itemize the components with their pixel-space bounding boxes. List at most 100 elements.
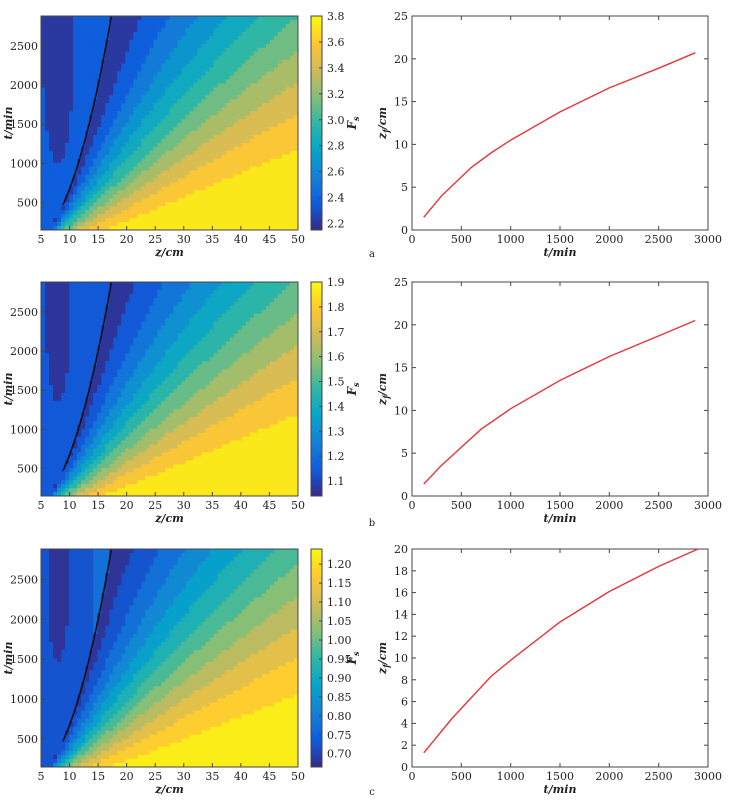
colorbar-label: Fs bbox=[345, 651, 361, 666]
colorbar-segment bbox=[311, 709, 322, 713]
colorbar-segment bbox=[311, 573, 322, 577]
colorbar-segment bbox=[311, 149, 322, 153]
colorbar-segment bbox=[311, 338, 322, 342]
contour-map: 5 10 15 20 25 30 35 40 45 50 500 1000 1500 2000 2500 z/… bbox=[2, 281, 305, 525]
colorbar-segment bbox=[311, 568, 322, 572]
x-tick-label: 5 bbox=[38, 770, 45, 783]
y-tick-label: 18 bbox=[394, 565, 408, 578]
colorbar-segment bbox=[311, 144, 322, 148]
colorbar-segment bbox=[311, 562, 322, 566]
x-tick-label: 20 bbox=[120, 499, 134, 512]
series-line bbox=[423, 548, 699, 754]
colorbar-frame bbox=[310, 548, 323, 768]
colorbar-segment bbox=[311, 549, 322, 553]
x-tick-label: 0 bbox=[409, 770, 416, 783]
line-chart: 0 500 1000 1500 2000 2500 3000 0 2 4 6 8 10 12 14 16 18 2… bbox=[376, 543, 722, 796]
colorbar-segment bbox=[311, 155, 322, 159]
contour-fill bbox=[41, 16, 298, 230]
panel-b: 5 10 15 20 25 30 35 40 45 505001000150020002500z/… bbox=[2, 276, 722, 529]
x-axis-label: z/cm bbox=[154, 512, 184, 525]
colorbar-segment bbox=[311, 284, 322, 288]
series-line bbox=[423, 52, 696, 218]
colorbar: 2.2 2.4 2.6 2.8 3.0 3.2 3.4 3.6 3.8 Fs bbox=[310, 10, 361, 231]
colorbar-segment bbox=[311, 141, 322, 145]
colorbar-segment bbox=[311, 482, 322, 486]
x-tick-label: 30 bbox=[177, 770, 191, 783]
colorbar-segment bbox=[311, 415, 322, 419]
colorbar-segment bbox=[311, 439, 322, 443]
colorbar-segment bbox=[311, 589, 322, 594]
colorbar-segment bbox=[311, 380, 322, 385]
colorbar-segment bbox=[311, 104, 322, 108]
colorbar-segment bbox=[311, 171, 322, 175]
y-tick-label: 8 bbox=[401, 674, 408, 687]
colorbar-segment bbox=[311, 559, 322, 564]
x-tick-label: 3000 bbox=[694, 233, 722, 246]
x-tick-label: 500 bbox=[451, 233, 472, 246]
y-tick-label: 500 bbox=[17, 463, 38, 476]
plot-frame bbox=[411, 281, 709, 497]
colorbar-segment bbox=[311, 106, 322, 111]
x-tick-label: 40 bbox=[234, 499, 248, 512]
colorbar-segment bbox=[311, 362, 322, 366]
x-tick-label: 1000 bbox=[497, 499, 525, 512]
y-tick-label: 2500 bbox=[10, 306, 38, 319]
colorbar-segment bbox=[311, 485, 322, 489]
colorbar-tick-label: 0.85 bbox=[327, 691, 352, 704]
colorbar-segment bbox=[311, 619, 322, 624]
panel-c: 5 10 15 20 25 30 35 40 45 505001000150020002500z/… bbox=[2, 543, 722, 798]
colorbar-segment bbox=[311, 611, 322, 615]
x-tick-label: 2500 bbox=[645, 233, 673, 246]
colorbar-tick-label: 3.8 bbox=[327, 10, 345, 23]
contour-fill bbox=[41, 549, 298, 767]
colorbar-segment bbox=[311, 426, 322, 430]
colorbar-tick-label: 1.9 bbox=[327, 276, 345, 289]
colorbar-segment bbox=[311, 630, 322, 634]
colorbar-segment bbox=[311, 348, 322, 353]
colorbar-segment bbox=[311, 200, 322, 204]
x-tick-label: 25 bbox=[148, 233, 162, 246]
colorbar-segment bbox=[311, 300, 322, 304]
colorbar-segment bbox=[311, 292, 322, 296]
colorbar-segment bbox=[311, 340, 322, 345]
colorbar-segment bbox=[311, 324, 322, 328]
colorbar-segment bbox=[311, 88, 322, 92]
y-tick-label: 2000 bbox=[10, 79, 38, 92]
colorbar-segment bbox=[311, 693, 322, 697]
y-tick-label: 16 bbox=[394, 587, 408, 600]
colorbar-segment bbox=[311, 687, 322, 692]
x-tick-label: 30 bbox=[177, 233, 191, 246]
colorbar-segment bbox=[311, 405, 322, 409]
colorbar-segment bbox=[311, 717, 322, 722]
colorbar-segment bbox=[311, 487, 322, 492]
colorbar-segment bbox=[311, 394, 322, 398]
colorbar-segment bbox=[311, 437, 322, 441]
y-tick-label: 10 bbox=[394, 404, 408, 417]
colorbar-segment bbox=[311, 608, 322, 613]
colorbar-segment bbox=[311, 157, 322, 161]
y-tick-label: 25 bbox=[394, 10, 408, 23]
colorbar-segment bbox=[311, 354, 322, 358]
colorbar-segment bbox=[311, 641, 322, 645]
colorbar-segment bbox=[311, 50, 322, 54]
x-axis-label: t/min bbox=[544, 246, 577, 259]
colorbar-segment bbox=[311, 731, 322, 735]
colorbar-tick-label: 1.00 bbox=[327, 634, 352, 647]
x-tick-label: 45 bbox=[262, 770, 276, 783]
colorbar-segment bbox=[311, 677, 322, 681]
x-tick-label: 50 bbox=[291, 770, 305, 783]
colorbar-segment bbox=[311, 77, 322, 81]
colorbar-segment bbox=[311, 636, 322, 640]
colorbar-segment bbox=[311, 370, 322, 374]
colorbar-segment bbox=[311, 764, 322, 768]
front-line bbox=[62, 282, 113, 472]
colorbar-segment bbox=[311, 753, 322, 757]
panel-label: b bbox=[369, 518, 375, 529]
colorbar-segment bbox=[311, 383, 322, 387]
colorbar-segment bbox=[311, 592, 322, 596]
colorbar-segment bbox=[311, 64, 322, 68]
colorbar-segment bbox=[311, 133, 322, 137]
colorbar-tick-label: 1.05 bbox=[327, 615, 352, 628]
colorbar-segment bbox=[311, 442, 322, 446]
